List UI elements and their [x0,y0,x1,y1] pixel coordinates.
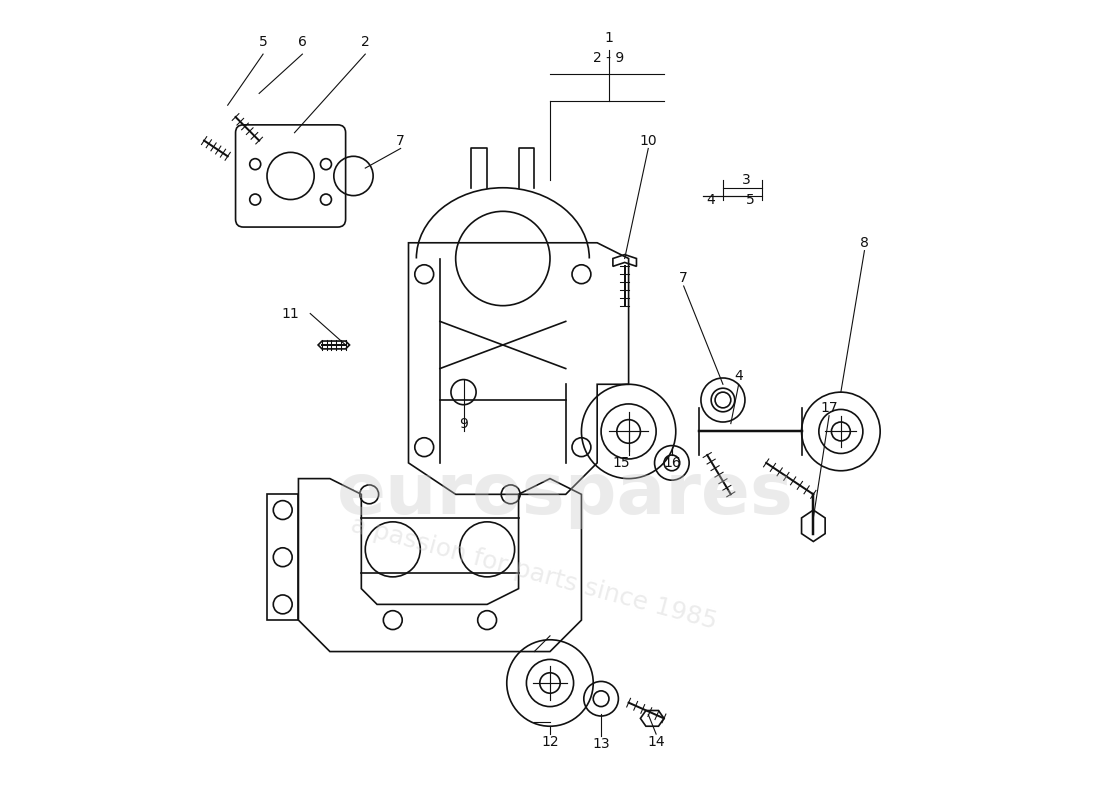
Text: 5: 5 [746,193,755,206]
Text: 4: 4 [735,370,743,383]
Text: 1: 1 [605,31,614,46]
Text: 2 - 9: 2 - 9 [593,51,625,65]
Text: 7: 7 [396,134,405,147]
Text: 13: 13 [592,738,609,751]
Text: 7: 7 [680,271,688,285]
Text: 3: 3 [742,173,751,187]
Text: 15: 15 [612,456,629,470]
Text: 16: 16 [663,456,681,470]
Text: 17: 17 [821,401,838,415]
Text: eurospares: eurospares [338,460,794,529]
Text: 11: 11 [282,306,299,321]
Text: 9: 9 [459,417,468,430]
Text: 2: 2 [361,35,370,50]
Text: 8: 8 [860,236,869,250]
Text: 5: 5 [258,35,267,50]
Text: 10: 10 [639,134,657,147]
Text: 14: 14 [647,735,664,749]
Text: 4: 4 [707,193,715,206]
Text: 12: 12 [541,735,559,749]
Text: a passion for parts since 1985: a passion for parts since 1985 [349,513,720,634]
Text: 6: 6 [298,35,307,50]
